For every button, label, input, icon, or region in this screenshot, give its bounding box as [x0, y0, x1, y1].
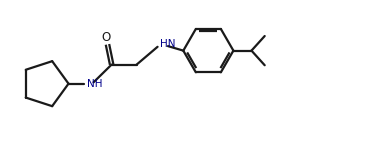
Text: O: O — [102, 31, 111, 44]
Text: HN: HN — [160, 39, 176, 49]
Text: NH: NH — [86, 79, 102, 89]
